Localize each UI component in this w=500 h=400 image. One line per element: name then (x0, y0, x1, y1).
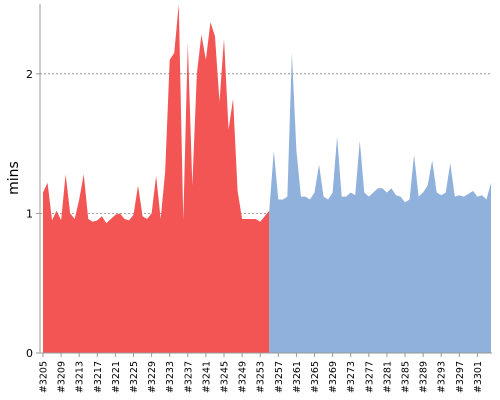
x-tick-label: #3261 (292, 361, 303, 393)
x-tick-label: #3289 (419, 361, 430, 393)
y-tick-label: 1 (26, 207, 33, 220)
y-axis-title: mins (6, 161, 22, 195)
x-tick-label: #3277 (364, 361, 375, 393)
x-tick-label: #3209 (57, 361, 68, 393)
x-tick-label: #3225 (129, 361, 140, 393)
x-tick-label: #3249 (238, 361, 249, 393)
data-areas (43, 4, 491, 354)
x-tick-label: #3253 (256, 361, 267, 393)
x-tick-label: #3265 (310, 361, 321, 393)
x-tick-label: #3285 (401, 361, 412, 393)
series-area-1 (43, 4, 270, 353)
x-tick-label: #3273 (346, 361, 357, 393)
y-tick-label: 0 (26, 347, 33, 360)
x-ticks: #3205 #3209 #3213 #3217 #3221 #3225 #3229 #3233… (39, 353, 484, 393)
x-tick-label: #3205 (39, 361, 50, 393)
x-tick-label: #3217 (93, 361, 104, 393)
x-tick-label: #3213 (75, 361, 86, 393)
x-tick-label: #3281 (382, 361, 393, 393)
x-tick-label: #3241 (201, 361, 212, 393)
x-tick-label: #3245 (220, 361, 231, 393)
x-tick-label: #3229 (147, 361, 158, 393)
x-tick-label: #3301 (473, 361, 484, 393)
y-ticks: 0 1 2 (26, 68, 40, 360)
x-tick-label: #3293 (437, 361, 448, 393)
y-tick-label: 2 (26, 68, 33, 81)
x-tick-label: #3297 (455, 361, 466, 393)
x-tick-label: #3237 (183, 361, 194, 393)
x-tick-label: #3269 (328, 361, 339, 393)
x-tick-label: #3221 (111, 361, 122, 393)
series-area-2 (269, 52, 491, 354)
x-tick-label: #3233 (165, 361, 176, 393)
x-tick-label: #3257 (274, 361, 285, 393)
